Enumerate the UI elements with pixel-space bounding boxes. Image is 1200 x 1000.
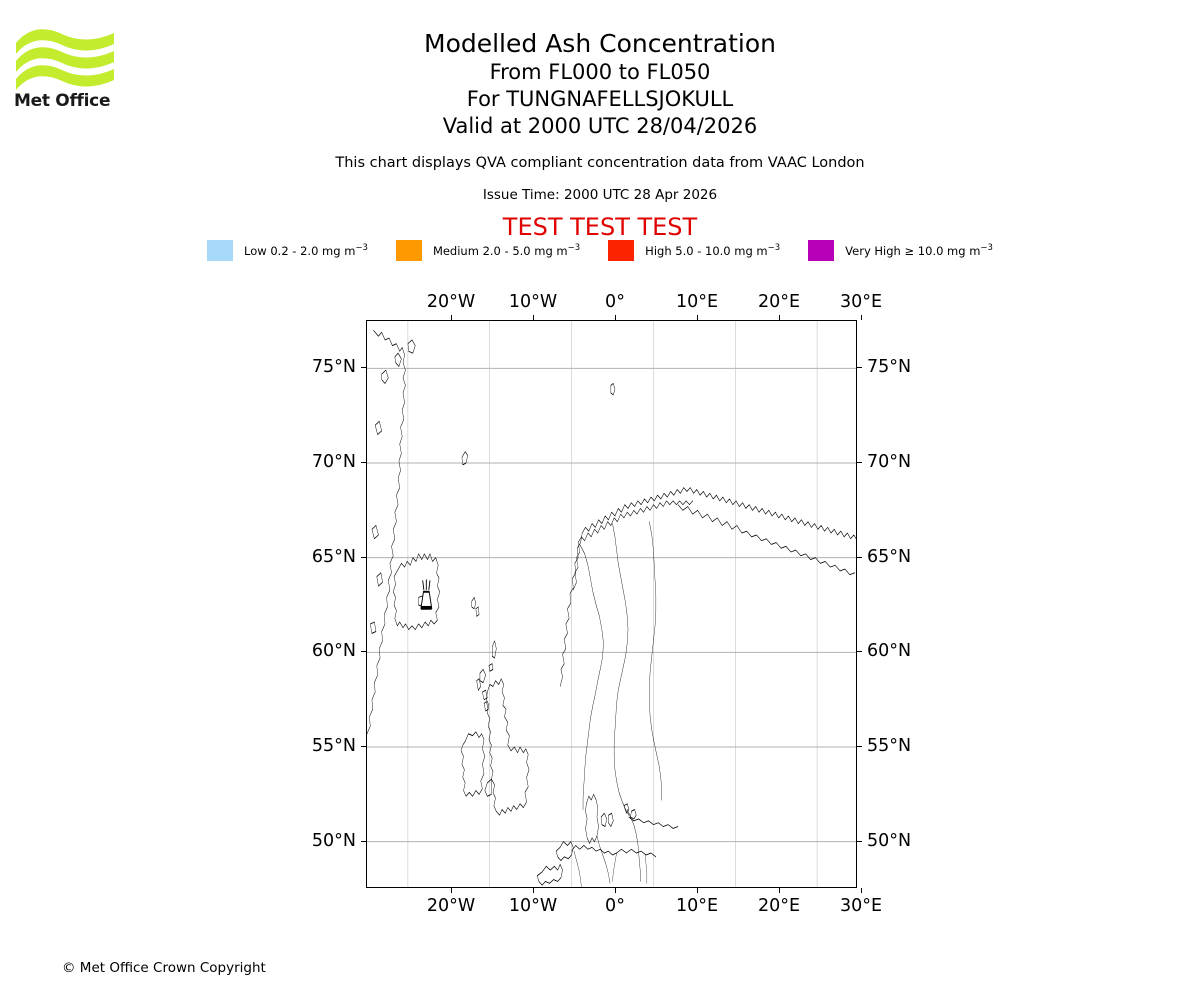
lon-tick-top-4 xyxy=(779,315,780,320)
lat-tick-right-65 xyxy=(857,557,862,558)
legend-swatch-very-high xyxy=(808,240,835,261)
lon-label-bottom-20E: 20°E xyxy=(757,896,801,916)
legend-swatch-medium xyxy=(395,240,422,261)
lon-tick-bottom-5 xyxy=(861,888,862,893)
lon-tick-top-3 xyxy=(697,315,698,320)
logo-text: Met Office xyxy=(14,91,111,111)
lon-label-top-20W: 20°W xyxy=(426,292,476,312)
lat-tick-right-75 xyxy=(857,367,862,368)
lat-tick-right-55 xyxy=(857,746,862,747)
lon-tick-bottom-2 xyxy=(615,888,616,893)
lat-label-left-75N: 75°N xyxy=(311,357,356,377)
legend-swatch-high xyxy=(608,240,635,261)
flight-level-subtitle: From FL000 to FL050 xyxy=(489,60,711,84)
map-frame xyxy=(366,320,857,888)
map-geography xyxy=(367,321,856,887)
issue-time: Issue Time: 2000 UTC 28 Apr 2026 xyxy=(482,187,718,203)
lat-label-right-70N: 70°N xyxy=(867,452,912,472)
logo-waves-icon xyxy=(16,29,114,90)
concentration-legend: Low 0.2 - 2.0 mg m−3 Medium 2.0 - 5.0 mg… xyxy=(0,240,1200,261)
lon-tick-top-1 xyxy=(533,315,534,320)
lat-tick-left-60 xyxy=(361,651,366,652)
legend-swatch-low xyxy=(207,240,234,261)
legend-label-medium: Medium 2.0 - 5.0 mg m−3 xyxy=(432,243,581,258)
lon-label-top-10W: 10°W xyxy=(508,292,558,312)
lat-label-left-70N: 70°N xyxy=(311,452,356,472)
coastline-paths xyxy=(367,329,856,887)
ash-concentration-map: 20°W 10°W 0° 10°E 20°E 30°E 20°W 10°W 0°… xyxy=(312,292,911,916)
lat-tick-right-60 xyxy=(857,651,862,652)
lon-tick-bottom-1 xyxy=(533,888,534,893)
volcano-subtitle: For TUNGNAFELLSJOKULL xyxy=(466,87,734,111)
lon-label-top-0: 0° xyxy=(605,292,625,312)
lon-label-bottom-10W: 10°W xyxy=(508,896,558,916)
lon-label-top-20E: 20°E xyxy=(757,292,801,312)
legend-item-medium: Medium 2.0 - 5.0 mg m−3 xyxy=(395,240,581,261)
lat-label-left-55N: 55°N xyxy=(311,736,356,756)
legend-label-high: High 5.0 - 10.0 mg m−3 xyxy=(645,243,781,258)
lat-tick-left-50 xyxy=(361,841,366,842)
lon-label-top-30E: 30°E xyxy=(839,292,883,312)
lat-tick-right-70 xyxy=(857,462,862,463)
lon-tick-bottom-4 xyxy=(779,888,780,893)
lon-tick-top-5 xyxy=(861,315,862,320)
lat-tick-left-65 xyxy=(361,557,366,558)
lon-label-bottom-30E: 30°E xyxy=(839,896,883,916)
lat-label-left-65N: 65°N xyxy=(311,547,356,567)
legend-item-low: Low 0.2 - 2.0 mg m−3 xyxy=(207,240,368,261)
lat-tick-left-75 xyxy=(361,367,366,368)
volcano-marker-icon xyxy=(420,579,433,610)
lat-tick-left-70 xyxy=(361,462,366,463)
page-title-block: Modelled Ash Concentration From FL000 to… xyxy=(0,28,1200,140)
met-office-logo: Met Office xyxy=(14,28,124,113)
lon-tick-bottom-0 xyxy=(451,888,452,893)
lon-label-bottom-10E: 10°E xyxy=(675,896,719,916)
lat-label-right-55N: 55°N xyxy=(867,736,912,756)
lon-label-bottom-0: 0° xyxy=(605,896,625,916)
lat-label-left-50N: 50°N xyxy=(311,831,356,851)
lat-label-left-60N: 60°N xyxy=(311,641,356,661)
legend-item-high: High 5.0 - 10.0 mg m−3 xyxy=(608,240,780,261)
lat-label-right-50N: 50°N xyxy=(867,831,912,851)
lon-tick-top-2 xyxy=(615,315,616,320)
test-banner: TEST TEST TEST xyxy=(502,213,698,241)
lon-tick-bottom-3 xyxy=(697,888,698,893)
page-title: Modelled Ash Concentration xyxy=(424,29,776,58)
qva-note: This chart displays QVA compliant concen… xyxy=(335,155,865,171)
lon-label-top-10E: 10°E xyxy=(675,292,719,312)
legend-label-low: Low 0.2 - 2.0 mg m−3 xyxy=(244,243,368,258)
lat-tick-left-55 xyxy=(361,746,366,747)
lon-tick-top-0 xyxy=(451,315,452,320)
lat-label-right-65N: 65°N xyxy=(867,547,912,567)
lon-label-bottom-20W: 20°W xyxy=(426,896,476,916)
valid-time-subtitle: Valid at 2000 UTC 28/04/2026 xyxy=(442,114,758,138)
map-gridlines xyxy=(367,321,856,887)
lat-label-right-75N: 75°N xyxy=(867,357,912,377)
lat-tick-right-50 xyxy=(857,841,862,842)
legend-item-very-high: Very High ≥ 10.0 mg m−3 xyxy=(808,240,993,261)
copyright-notice: © Met Office Crown Copyright xyxy=(62,960,266,976)
lat-label-right-60N: 60°N xyxy=(867,641,912,661)
legend-label-very-high: Very High ≥ 10.0 mg m−3 xyxy=(845,243,993,258)
